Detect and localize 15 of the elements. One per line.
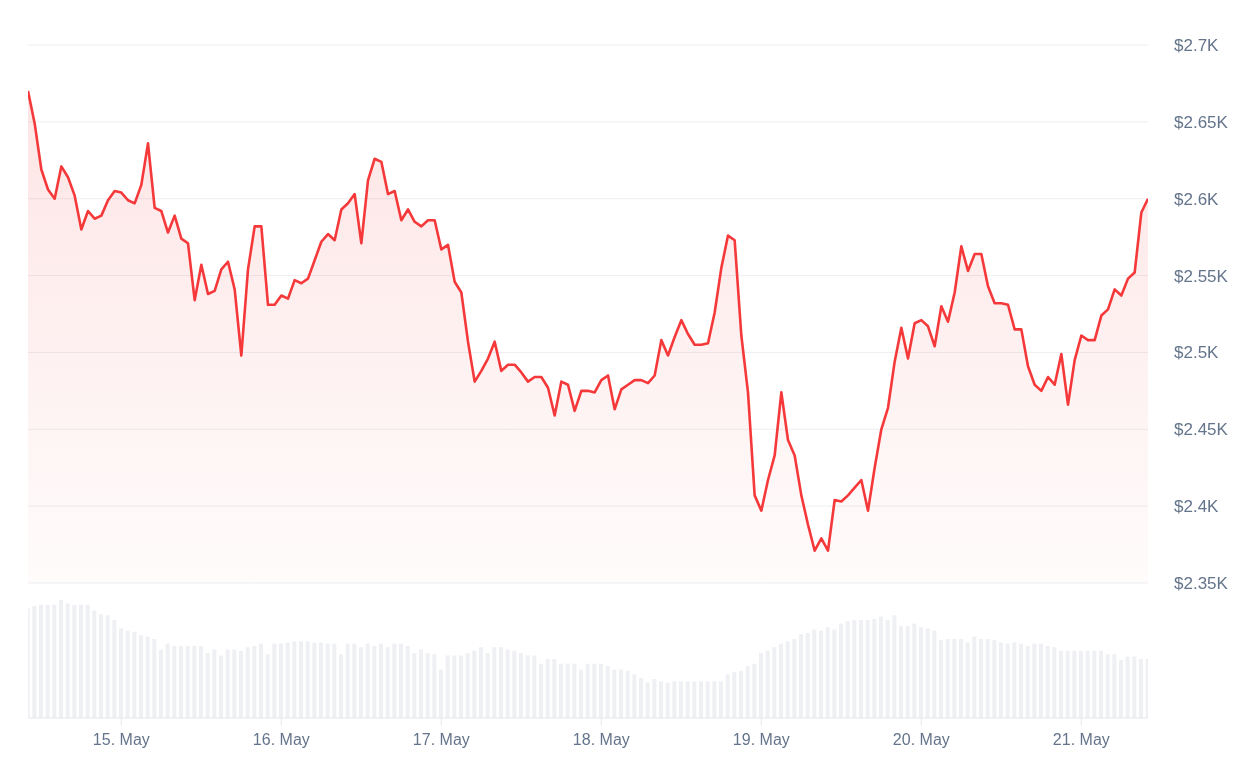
x-tick-label: 16. May (252, 731, 310, 749)
x-tick-label: 19. May (732, 731, 790, 749)
x-tick-label: 21. May (1052, 731, 1110, 749)
y-tick-label: $2.7K (1174, 36, 1220, 56)
y-tick-label: $2.6K (1174, 189, 1220, 209)
y-tick-label: $2.65K (1174, 112, 1229, 132)
x-tick-label: 20. May (892, 731, 950, 749)
x-tick-label: 15. May (92, 731, 150, 749)
y-tick-label: $2.45K (1174, 420, 1229, 440)
x-tick-label: 18. May (572, 731, 630, 749)
y-tick-label: $2.55K (1174, 266, 1229, 286)
y-tick-label: $2.35K (1174, 574, 1229, 594)
x-tick-label: 17. May (412, 731, 470, 749)
y-tick-label: $2.4K (1174, 497, 1220, 517)
y-tick-label: $2.5K (1174, 343, 1220, 363)
